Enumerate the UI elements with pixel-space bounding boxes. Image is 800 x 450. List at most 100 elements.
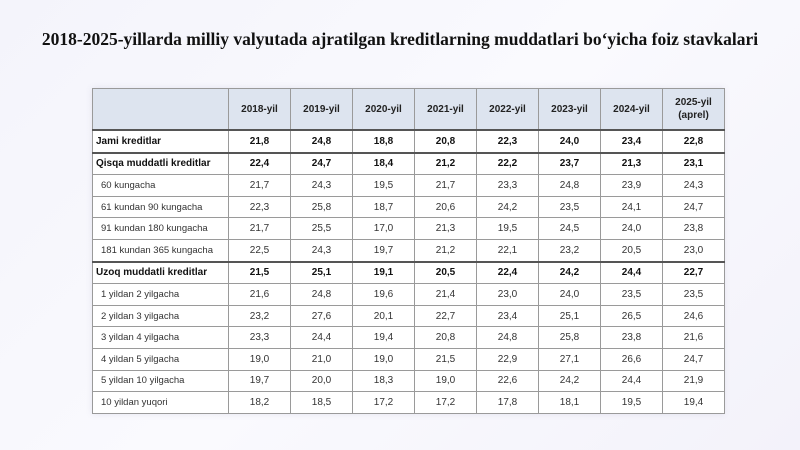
rate-cell: 22,4 [228,151,291,176]
rate-cell: 19,6 [352,283,415,306]
rate-cell: 21,9 [662,369,725,393]
rate-cell: 20,8 [414,129,477,154]
rate-cell: 24,0 [538,283,601,306]
table-row: 3 yildan 4 yilgacha 23,3 24,4 19,4 20,8 24,8 2… [92,326,725,349]
rate-cell: 23,0 [476,283,539,306]
rate-cell: 26,5 [600,304,663,328]
rate-cell: 25,8 [538,326,601,349]
table-body: Jami kreditlar 21,8 24,8 18,8 20,8 22,3 24,0 23… [92,129,725,414]
rate-cell: 19,7 [228,369,291,393]
rate-cell: 17,8 [476,391,539,414]
rate-cell: 19,0 [352,347,415,371]
rate-cell: 24,2 [476,195,539,219]
rate-cell: 24,4 [600,260,663,285]
rate-cell: 22,8 [662,129,725,154]
rate-cell: 24,8 [290,129,353,154]
rate-cell: 23,1 [662,151,725,176]
rate-cell: 23,8 [662,217,725,240]
table-row: 2 yildan 3 yilgacha 23,2 27,6 20,1 22,7 23,4 2… [92,304,725,328]
rate-cell: 22,7 [414,304,477,328]
rate-cell: 23,3 [228,326,291,349]
rate-cell: 19,5 [476,217,539,240]
row-label: 10 yildan yuqori [92,391,229,414]
rate-cell: 24,8 [290,283,353,306]
rate-cell: 21,7 [228,174,291,197]
rate-cell: 18,1 [538,391,601,414]
table-row: 1 yildan 2 yilgacha 21,6 24,8 19,6 21,4 23,0 2… [92,283,725,306]
column-header: 2019-yil [290,88,353,131]
rate-cell: 18,7 [352,195,415,219]
rate-cell: 21,4 [414,283,477,306]
interest-rate-table-container: 2018-yil 2019-yil 2020-yil 2021-yil 2022… [92,88,725,414]
row-label: Jami kreditlar [92,129,229,154]
rate-cell: 24,8 [476,326,539,349]
rate-cell: 20,5 [600,238,663,263]
rate-cell: 21,7 [414,174,477,197]
rate-cell: 23,4 [476,304,539,328]
rate-cell: 24,1 [600,195,663,219]
table-row: Qisqa muddatli kreditlar 22,4 24,7 18,4 21,2… [92,151,725,176]
column-header: 2023-yil [538,88,601,131]
table-row: 60 kungacha 21,7 24,3 19,5 21,7 23,3 24,8 23,9 2… [92,174,725,197]
rate-cell: 24,5 [538,217,601,240]
rate-cell: 24,3 [290,174,353,197]
rate-cell: 18,4 [352,151,415,176]
rate-cell: 21,2 [414,238,477,263]
column-header: 2020-yil [352,88,415,131]
rate-cell: 23,2 [538,238,601,263]
rate-cell: 21,2 [414,151,477,176]
table-row: Uzoq muddatli kreditlar 21,5 25,1 19,1 20,5 2… [92,260,725,285]
row-label: 2 yildan 3 yilgacha [92,304,229,328]
interest-rate-table: 2018-yil 2019-yil 2020-yil 2021-yil 2022… [92,88,725,414]
row-label: Uzoq muddatli kreditlar [92,260,229,285]
rate-cell: 22,3 [228,195,291,219]
rate-cell: 21,3 [600,151,663,176]
row-label: 3 yildan 4 yilgacha [92,326,229,349]
row-label: 181 kundan 365 kungacha [92,238,229,263]
rate-cell: 24,2 [538,369,601,393]
rate-cell: 21,6 [662,326,725,349]
rate-cell: 19,1 [352,260,415,285]
row-label: 61 kundan 90 kungacha [92,195,229,219]
column-header: 2025-yil (aprel) [662,88,725,131]
rate-cell: 20,8 [414,326,477,349]
rate-cell: 20,0 [290,369,353,393]
row-label: 5 yildan 10 yilgacha [92,369,229,393]
row-label: 60 kungacha [92,174,229,197]
header-corner-cell [92,88,229,131]
rate-cell: 21,8 [228,129,291,154]
row-label: 91 kundan 180 kungacha [92,217,229,240]
rate-cell: 26,6 [600,347,663,371]
rate-cell: 22,2 [476,151,539,176]
rate-cell: 24,4 [290,326,353,349]
rate-cell: 23,9 [600,174,663,197]
rate-cell: 20,1 [352,304,415,328]
rate-cell: 27,6 [290,304,353,328]
table-row: 5 yildan 10 yilgacha 19,7 20,0 18,3 19,0 22,6… [92,369,725,393]
rate-cell: 24,7 [290,151,353,176]
rate-cell: 21,3 [414,217,477,240]
rate-cell: 22,5 [228,238,291,263]
table-row: 10 yildan yuqori 18,2 18,5 17,2 17,2 17,8 18,1… [92,391,725,414]
rate-cell: 18,8 [352,129,415,154]
rate-cell: 19,5 [600,391,663,414]
rate-cell: 24,8 [538,174,601,197]
rate-cell: 24,0 [600,217,663,240]
table-row: 61 kundan 90 kungacha 22,3 25,8 18,7 20,6 24,… [92,195,725,219]
rate-cell: 21,6 [228,283,291,306]
rate-cell: 24,7 [662,195,725,219]
rate-cell: 23,7 [538,151,601,176]
rate-cell: 17,0 [352,217,415,240]
rate-cell: 19,0 [414,369,477,393]
rate-cell: 24,0 [538,129,601,154]
slide-title: 2018-2025-yillarda milliy valyutada ajra… [41,29,759,49]
table-header-row: 2018-yil 2019-yil 2020-yil 2021-yil 2022… [92,88,725,131]
table-row: 4 yildan 5 yilgacha 19,0 21,0 19,0 21,5 22,9 2… [92,347,725,371]
rate-cell: 19,4 [352,326,415,349]
rate-cell: 19,4 [662,391,725,414]
rate-cell: 22,3 [476,129,539,154]
rate-cell: 24,7 [662,347,725,371]
column-header: 2021-yil [414,88,477,131]
rate-cell: 21,5 [228,260,291,285]
rate-cell: 25,5 [290,217,353,240]
